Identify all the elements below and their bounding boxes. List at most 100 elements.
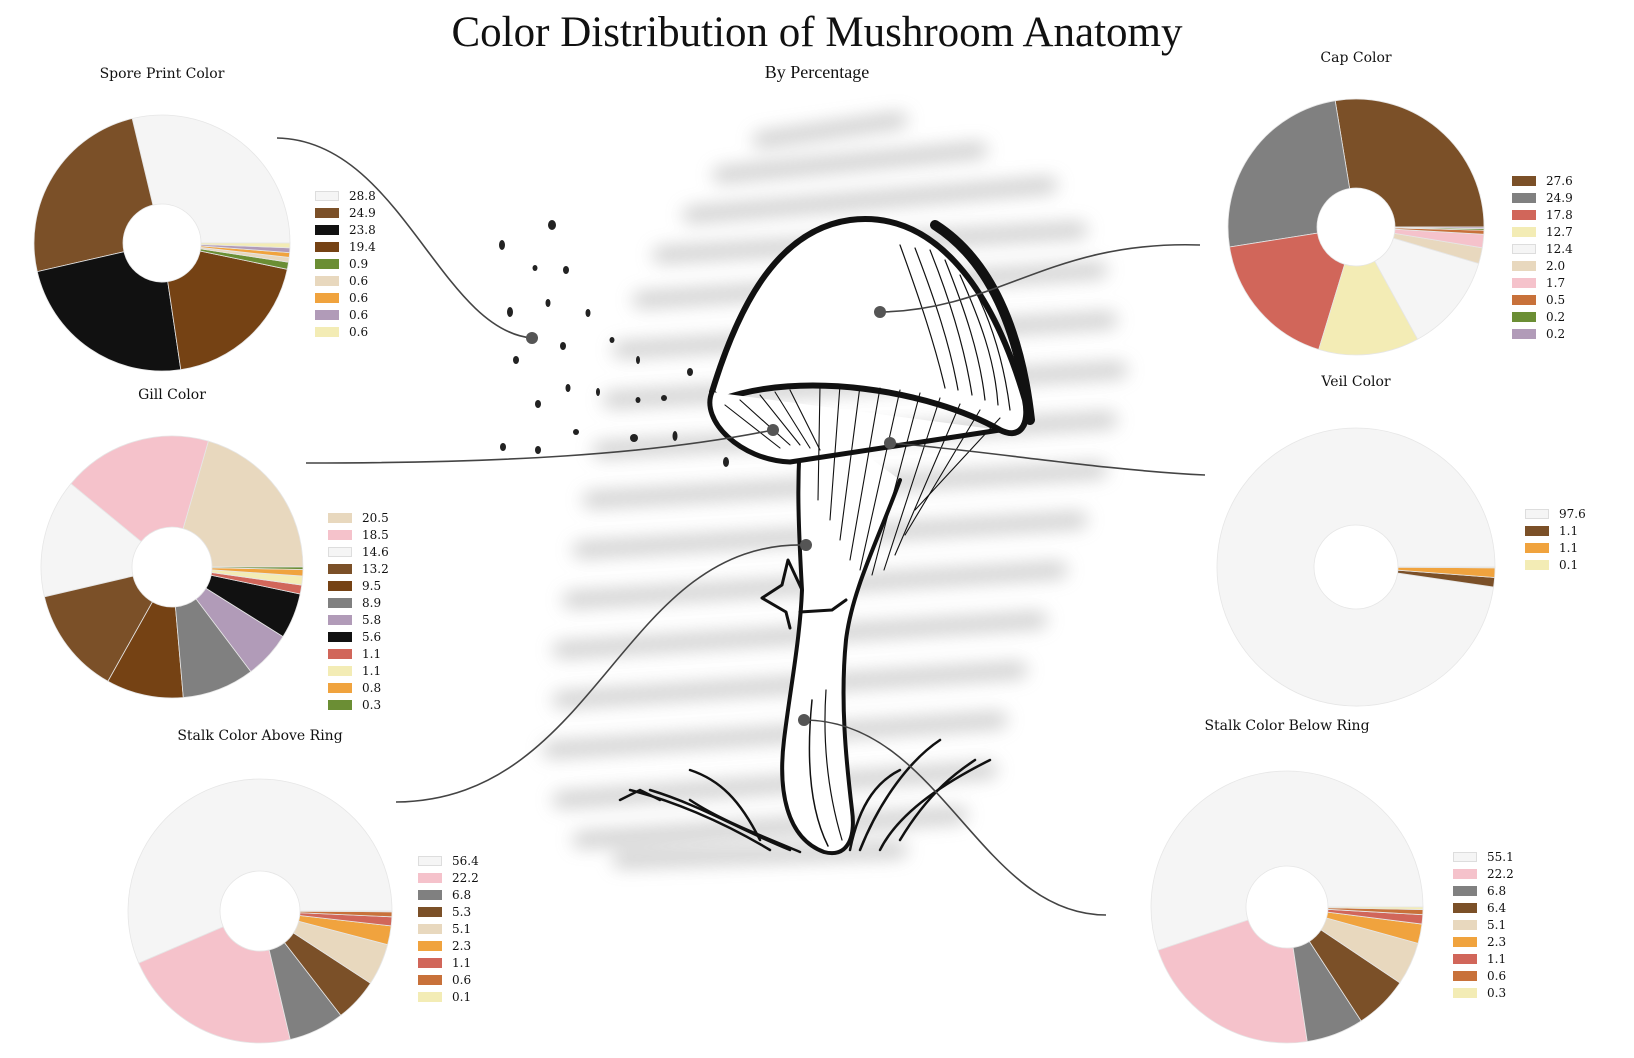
legend-swatch (1525, 525, 1549, 536)
pie-slice (131, 114, 291, 244)
legend-swatch (1512, 243, 1536, 254)
legend-swatch (418, 940, 442, 951)
legend-item: 5.8 (328, 611, 389, 628)
legend-value-label: 0.2 (1546, 309, 1566, 324)
legend-item: 1.1 (1525, 522, 1586, 539)
legend-item: 1.7 (1512, 274, 1573, 291)
legend-value-label: 18.5 (362, 527, 389, 542)
legend-swatch (328, 546, 352, 557)
pie-slice (167, 250, 288, 371)
legend-item: 23.8 (315, 221, 376, 238)
chart-legend: 97.6 1.1 1.1 0.1 (1525, 505, 1586, 573)
chart-title: Cap Color (1320, 50, 1392, 66)
legend-swatch (1453, 970, 1477, 981)
legend-swatch (418, 855, 442, 866)
legend-swatch (1512, 294, 1536, 305)
pie-slice (36, 251, 182, 372)
pie-slice (200, 242, 291, 249)
legend-value-label: 0.6 (349, 273, 369, 288)
pie-slice (1374, 237, 1480, 340)
legend-item: 0.9 (315, 255, 376, 272)
chart-legend: 56.4 22.2 6.8 5.3 5.1 2.3 1.1 0.6 0.1 (418, 852, 479, 1005)
legend-swatch (1512, 226, 1536, 237)
legend-value-label: 19.4 (349, 239, 376, 254)
legend-item: 0.3 (328, 696, 389, 713)
legend-swatch (315, 190, 339, 201)
legend-swatch (315, 207, 339, 218)
legend-item: 0.6 (315, 323, 376, 340)
pie-slice (127, 778, 393, 964)
legend-value-label: 20.5 (362, 510, 389, 525)
legend-swatch (418, 923, 442, 934)
legend-value-label: 24.9 (349, 205, 376, 220)
legend-item: 2.3 (1453, 933, 1514, 950)
legend-value-label: 24.9 (1546, 190, 1573, 205)
legend-value-label: 9.5 (362, 578, 382, 593)
pie-slice (1397, 566, 1496, 569)
legend-value-label: 55.1 (1487, 849, 1514, 864)
legend-item: 5.6 (328, 628, 389, 645)
pie-slice (33, 118, 154, 273)
legend-item: 5.1 (1453, 916, 1514, 933)
legend-item: 0.5 (1512, 291, 1573, 308)
legend-swatch (1512, 192, 1536, 203)
legend-item: 5.1 (418, 920, 479, 937)
legend-item: 0.6 (315, 306, 376, 323)
legend-item: 0.6 (418, 971, 479, 988)
legend-item: 0.3 (1453, 984, 1514, 1001)
legend-swatch (315, 224, 339, 235)
chart-title: Gill Color (138, 387, 206, 403)
chart-title: Veil Color (1321, 374, 1391, 390)
legend-item: 27.6 (1512, 172, 1573, 189)
pie-slice (1394, 226, 1485, 230)
legend-item: 55.1 (1453, 848, 1514, 865)
legend-value-label: 1.1 (452, 955, 472, 970)
legend-swatch (328, 682, 352, 693)
legend-swatch (418, 889, 442, 900)
legend-value-label: 13.2 (362, 561, 389, 576)
legend-swatch (328, 665, 352, 676)
legend-value-label: 23.8 (349, 222, 376, 237)
legend-item: 0.1 (1525, 556, 1586, 573)
legend-item: 0.6 (315, 272, 376, 289)
legend-swatch (1525, 542, 1549, 553)
legend-value-label: 1.7 (1546, 275, 1566, 290)
legend-item: 2.3 (418, 937, 479, 954)
chart-title: Spore Print Color (99, 66, 225, 82)
legend-swatch (328, 648, 352, 659)
legend-item: 17.8 (1512, 206, 1573, 223)
legend-item: 97.6 (1525, 505, 1586, 522)
pie-slice (138, 926, 291, 1044)
pie-slice (299, 910, 393, 913)
legend-value-label: 0.6 (349, 307, 369, 322)
pie-slice (182, 440, 304, 568)
legend-value-label: 5.3 (452, 904, 472, 919)
pie-slice (1334, 98, 1485, 228)
pie-slice (70, 435, 209, 543)
legend-swatch (328, 614, 352, 625)
chart-legend: 27.6 24.9 17.8 12.7 12.4 2.0 1.7 0.5 0.2 0.2 (1512, 172, 1573, 342)
legend-item: 18.5 (328, 526, 389, 543)
legend-swatch (1525, 559, 1549, 570)
legend-value-label: 97.6 (1559, 506, 1586, 521)
legend-swatch (328, 563, 352, 574)
pie-slice (40, 483, 142, 598)
legend-swatch (315, 292, 339, 303)
legend-value-label: 0.5 (1546, 292, 1566, 307)
legend-value-label: 5.1 (1487, 917, 1507, 932)
legend-swatch (328, 597, 352, 608)
legend-item: 13.2 (328, 560, 389, 577)
legend-swatch (315, 309, 339, 320)
legend-value-label: 8.9 (362, 595, 382, 610)
legend-item: 24.9 (1512, 189, 1573, 206)
legend-item: 0.2 (1512, 308, 1573, 325)
connector-lines (276, 137, 1206, 916)
legend-value-label: 17.8 (1546, 207, 1573, 222)
legend-swatch (1453, 851, 1477, 862)
pie-charts-layer (33, 98, 1496, 1044)
cap-drawing (707, 216, 1035, 576)
legend-item: 28.8 (315, 187, 376, 204)
legend-value-label: 0.9 (349, 256, 369, 271)
legend-swatch (328, 699, 352, 710)
legend-swatch (1453, 987, 1477, 998)
